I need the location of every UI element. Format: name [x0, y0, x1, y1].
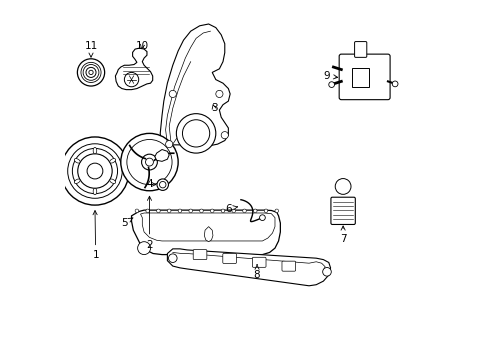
Text: 2: 2 [146, 196, 152, 249]
Circle shape [145, 158, 153, 166]
Circle shape [157, 179, 168, 190]
Circle shape [335, 179, 350, 194]
Circle shape [156, 209, 160, 213]
FancyBboxPatch shape [282, 261, 295, 271]
Text: 4: 4 [146, 179, 156, 189]
Circle shape [322, 267, 330, 276]
Circle shape [221, 209, 224, 213]
Circle shape [165, 140, 172, 148]
Text: 7: 7 [339, 226, 346, 244]
Circle shape [87, 163, 102, 179]
Polygon shape [115, 48, 152, 90]
Ellipse shape [93, 188, 97, 195]
Circle shape [242, 209, 246, 213]
Circle shape [72, 148, 117, 194]
Circle shape [137, 242, 150, 255]
Ellipse shape [74, 158, 80, 163]
Circle shape [61, 137, 129, 205]
Circle shape [231, 209, 235, 213]
Circle shape [126, 139, 172, 185]
Circle shape [159, 181, 165, 188]
FancyBboxPatch shape [252, 257, 265, 267]
FancyBboxPatch shape [354, 41, 366, 57]
Ellipse shape [109, 158, 115, 163]
Circle shape [274, 209, 278, 213]
Polygon shape [140, 213, 274, 241]
Circle shape [124, 72, 139, 87]
FancyBboxPatch shape [223, 253, 236, 264]
Circle shape [182, 120, 209, 147]
Text: 11: 11 [84, 41, 98, 57]
Circle shape [142, 154, 157, 170]
FancyBboxPatch shape [339, 54, 389, 100]
Circle shape [215, 90, 223, 98]
Text: 10: 10 [136, 41, 148, 50]
Ellipse shape [109, 179, 115, 184]
Text: 1: 1 [92, 211, 99, 260]
Circle shape [210, 209, 214, 213]
Text: 8: 8 [253, 265, 260, 280]
Text: 5: 5 [121, 218, 133, 228]
Circle shape [221, 132, 228, 139]
Circle shape [264, 209, 267, 213]
Ellipse shape [93, 147, 97, 154]
Circle shape [135, 209, 139, 213]
Polygon shape [160, 24, 230, 149]
Text: 6: 6 [224, 204, 237, 214]
Circle shape [328, 82, 334, 87]
Polygon shape [167, 249, 330, 286]
FancyBboxPatch shape [330, 197, 355, 225]
Circle shape [168, 254, 177, 262]
Circle shape [83, 64, 99, 80]
Polygon shape [131, 210, 280, 255]
Ellipse shape [74, 179, 80, 184]
Circle shape [259, 215, 265, 221]
Circle shape [77, 59, 104, 86]
Circle shape [391, 81, 397, 87]
Circle shape [253, 209, 257, 213]
Circle shape [199, 209, 203, 213]
Circle shape [176, 114, 215, 153]
Circle shape [81, 62, 101, 82]
Circle shape [86, 67, 96, 77]
Circle shape [121, 134, 178, 191]
Circle shape [145, 209, 149, 213]
FancyBboxPatch shape [193, 249, 206, 260]
Circle shape [167, 209, 171, 213]
Circle shape [89, 70, 93, 75]
Text: 9: 9 [322, 71, 337, 81]
Polygon shape [204, 226, 212, 242]
Circle shape [178, 209, 182, 213]
Polygon shape [155, 149, 169, 161]
Circle shape [78, 154, 112, 188]
Circle shape [169, 90, 176, 98]
Bar [351, 68, 368, 87]
Text: 3: 3 [210, 103, 217, 113]
Circle shape [188, 209, 192, 213]
Circle shape [67, 144, 122, 198]
